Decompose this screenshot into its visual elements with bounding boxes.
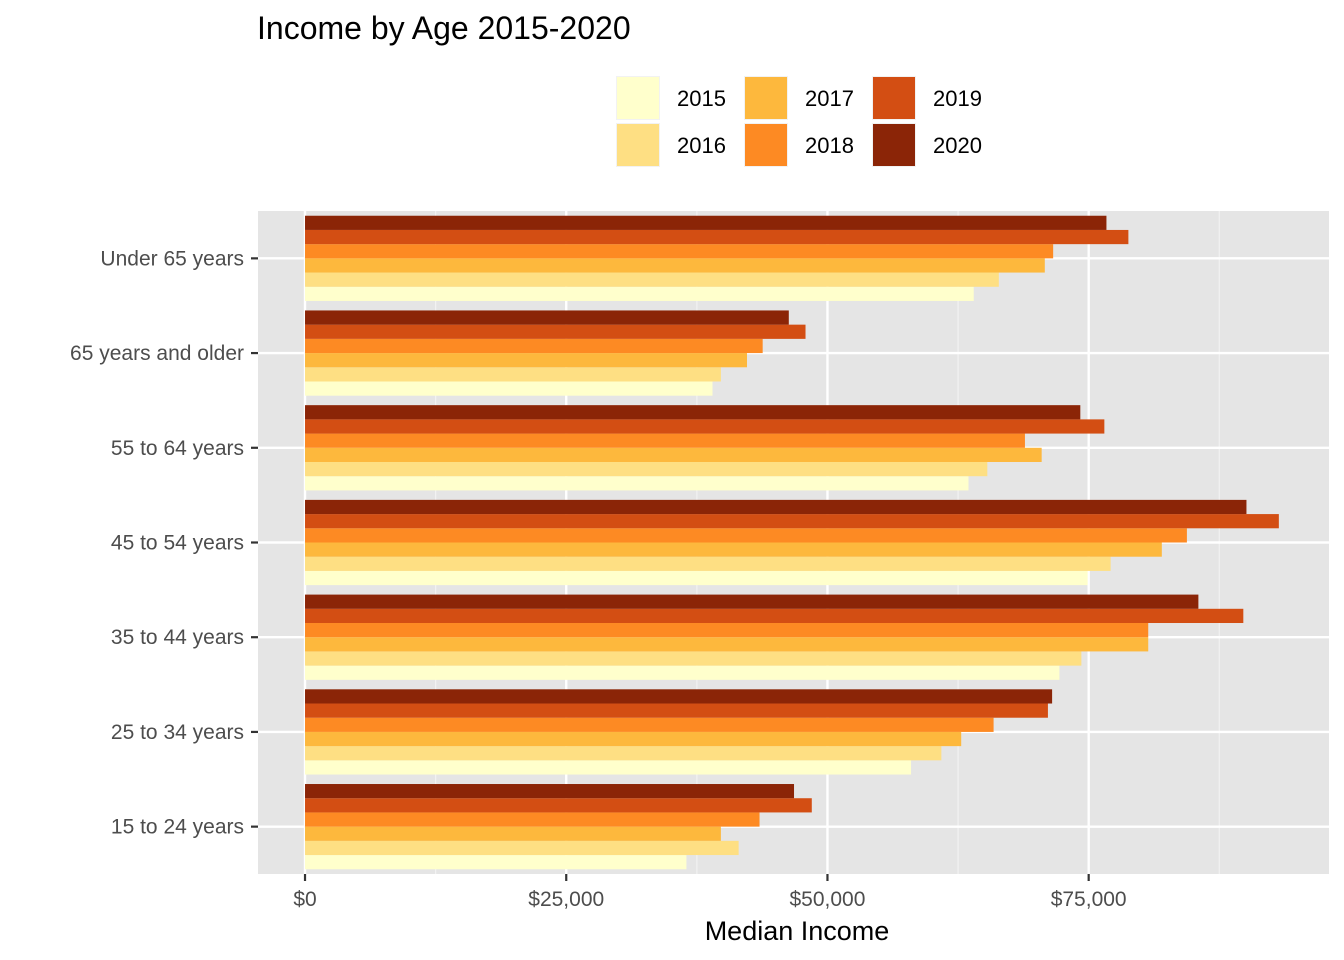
bar-2019-65-years-and-older [305, 324, 806, 339]
bar-2017-15-to-24-years [305, 826, 721, 841]
bar-2016-55-to-64-years [305, 461, 988, 477]
bar-2019-55-to-64-years [305, 419, 1105, 434]
legend-label-2015: 2015 [677, 86, 726, 111]
y-tick-label: 55 to 64 years [111, 437, 244, 460]
legend-label-2018: 2018 [805, 133, 854, 158]
bar-2016-35-to-44-years [305, 651, 1082, 666]
bar-2020-35-to-44-years [305, 594, 1199, 609]
bar-2020-15-to-24-years [305, 784, 795, 799]
legend-label-2016: 2016 [677, 133, 726, 158]
bar-2017-65-years-and-older [305, 353, 748, 368]
bar-2018-45-to-54-years [305, 528, 1187, 543]
bar-2019-45-to-54-years [305, 514, 1279, 529]
bar-2018-65-years-and-older [305, 338, 763, 354]
x-axis-title: Median Income [705, 916, 890, 946]
y-tick-label: 15 to 24 years [111, 816, 244, 839]
bar-2015-65-years-and-older [305, 381, 713, 396]
bar-2017-25-to-34-years [305, 731, 962, 747]
legend-label-2019: 2019 [933, 86, 982, 111]
y-tick-label: Under 65 years [100, 247, 244, 270]
legend-key-2015 [616, 76, 660, 120]
x-tick-label: $75,000 [1051, 888, 1127, 911]
bar-2019-under-65-years [305, 229, 1129, 245]
legend-key-2019 [872, 76, 916, 120]
y-tick-label: 25 to 34 years [111, 721, 244, 744]
bar-2017-35-to-44-years [305, 637, 1149, 652]
y-tick-label: 45 to 54 years [111, 532, 244, 555]
legend-key-2016 [616, 123, 660, 167]
bar-2016-under-65-years [305, 272, 999, 287]
legend-label-2017: 2017 [805, 86, 854, 111]
legend-key-2020 [872, 123, 916, 167]
y-tick-label: 35 to 44 years [111, 626, 244, 649]
bar-2020-under-65-years [305, 215, 1107, 230]
legend: 2015 2016 2017 2018 2019 2020 [616, 76, 1036, 171]
bar-2017-45-to-54-years [305, 542, 1162, 557]
bar-2015-55-to-64-years [305, 476, 969, 491]
bar-2015-25-to-34-years [305, 760, 912, 775]
bar-2020-55-to-64-years [305, 405, 1081, 420]
bar-2015-35-to-44-years [305, 665, 1060, 680]
chart-title: Income by Age 2015-2020 [257, 10, 631, 46]
bar-2018-25-to-34-years [305, 717, 994, 732]
bar-2020-45-to-54-years [305, 499, 1247, 515]
bar-2020-65-years-and-older [305, 310, 789, 325]
bar-2016-45-to-54-years [305, 556, 1111, 571]
bar-2016-25-to-34-years [305, 746, 942, 761]
x-tick-label: $0 [293, 888, 316, 911]
bar-2018-55-to-64-years [305, 433, 1025, 448]
bar-2017-under-65-years [305, 258, 1045, 273]
bar-2015-15-to-24-years [305, 855, 687, 870]
bar-2016-15-to-24-years [305, 840, 739, 856]
legend-key-2017 [744, 76, 788, 120]
bar-2019-15-to-24-years [305, 798, 812, 813]
bar-2016-65-years-and-older [305, 367, 721, 382]
bar-2019-25-to-34-years [305, 703, 1048, 718]
bar-2018-under-65-years [305, 244, 1054, 259]
legend-key-2018 [744, 123, 788, 167]
bar-2015-under-65-years [305, 286, 974, 301]
bar-2018-15-to-24-years [305, 812, 760, 827]
x-tick-label: $50,000 [789, 888, 865, 911]
bar-2015-45-to-54-years [305, 570, 1088, 586]
bar-2018-35-to-44-years [305, 623, 1149, 638]
x-tick-label: $25,000 [528, 888, 604, 911]
bar-2020-25-to-34-years [305, 689, 1053, 704]
bar-2017-55-to-64-years [305, 447, 1042, 462]
bar-2019-35-to-44-years [305, 608, 1244, 624]
y-tick-label: 65 years and older [70, 342, 244, 365]
legend-label-2020: 2020 [933, 133, 982, 158]
